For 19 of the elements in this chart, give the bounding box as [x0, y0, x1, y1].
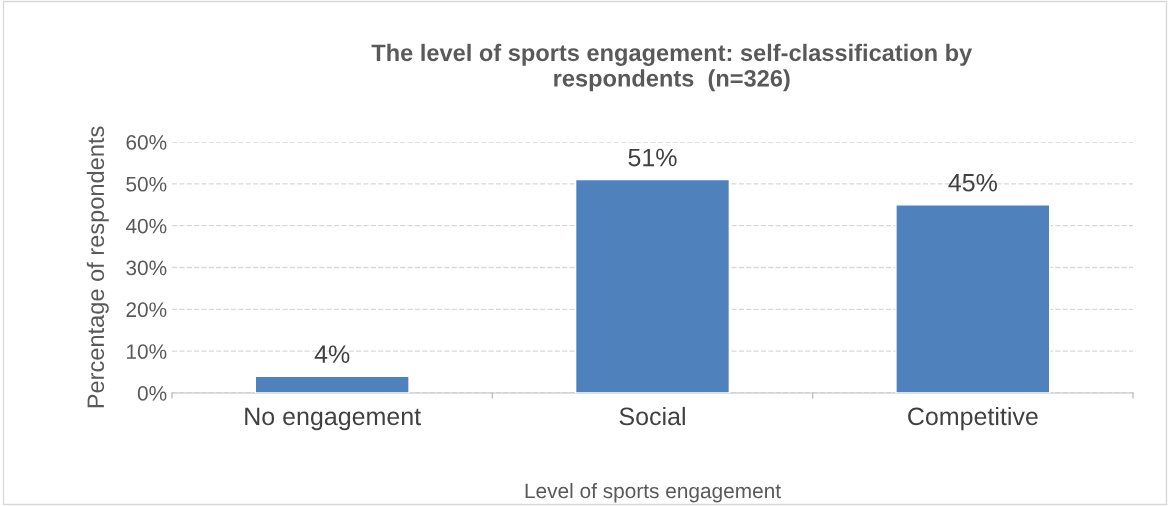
x-axis-title: Level of sports engagement [525, 482, 781, 503]
y-tick-label: 40% [125, 218, 167, 234]
x-tick-label: No engagement [245, 407, 421, 431]
bar [254, 375, 410, 393]
y-tick-label: 30% [126, 260, 167, 276]
x-tick-label: Social [619, 406, 685, 426]
y-tick-label: 0% [137, 386, 167, 401]
data-label: 51% [628, 148, 677, 167]
y-tick-label: 50% [126, 176, 167, 192]
data-label: 45% [948, 173, 997, 192]
y-tick-label: 20% [126, 302, 167, 318]
bar [574, 178, 731, 393]
y-tick-label: 60% [126, 135, 167, 150]
data-label: 4% [314, 345, 350, 363]
chart-title: The level of sports engagement: self-classification by respondents (n=326) [371, 43, 973, 92]
x-tick-label: Competitive [908, 406, 1038, 431]
y-axis-title: Percentage of respondents [86, 126, 109, 408]
y-tick-label: 10% [127, 344, 167, 359]
bar [895, 204, 1051, 393]
